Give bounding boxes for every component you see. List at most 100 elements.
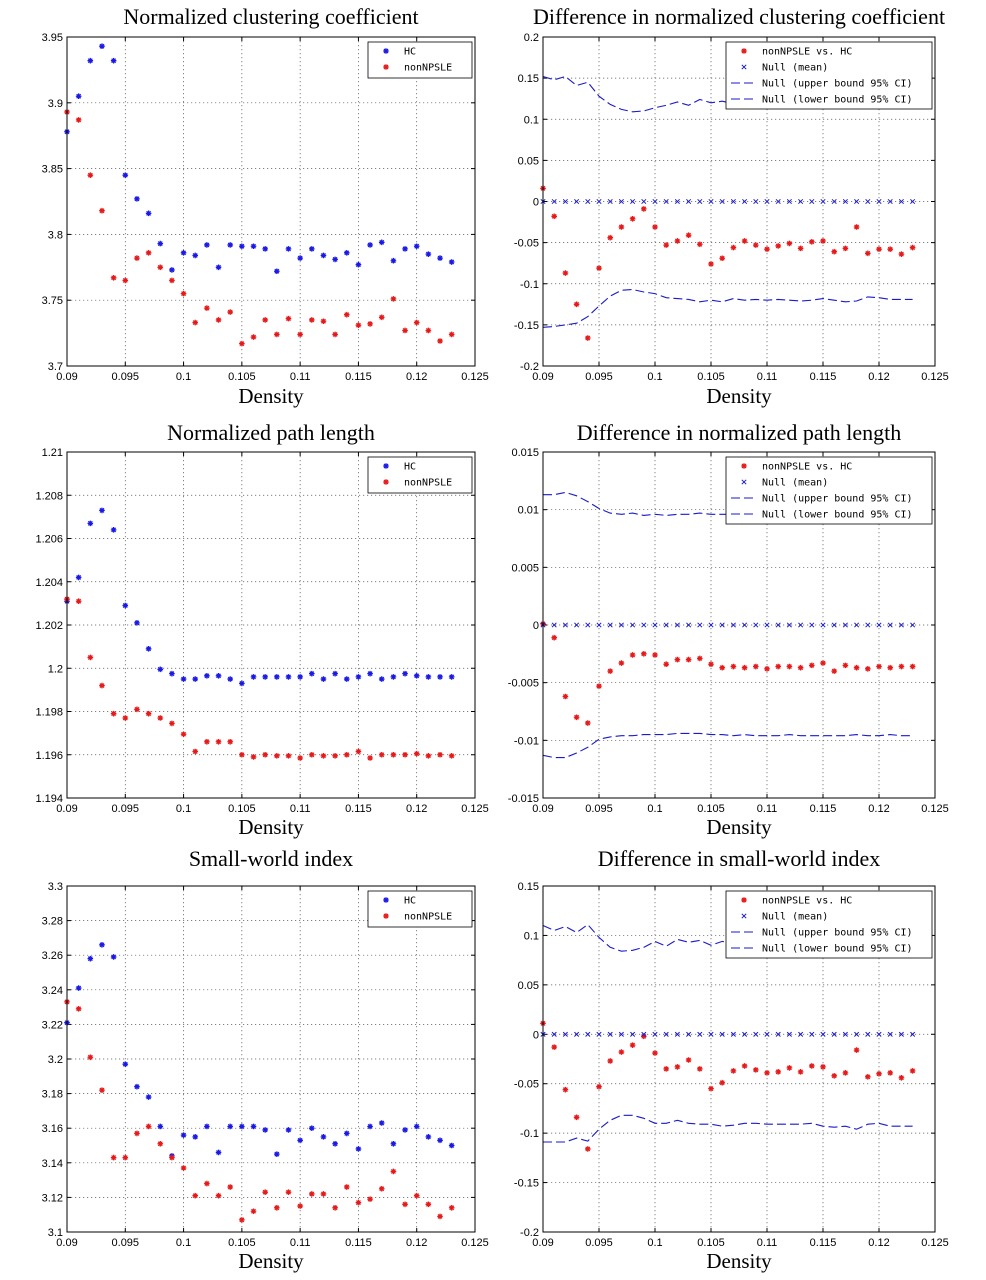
legend-label: Null (mean): [762, 478, 828, 489]
y-tick-label: 0: [533, 1029, 539, 1041]
data-point: [343, 676, 350, 682]
data-point: [110, 710, 117, 717]
y-tick-label: 0: [533, 620, 539, 632]
legend-marker: [741, 463, 747, 469]
data-point: [262, 751, 268, 758]
data-point: [719, 664, 725, 671]
legend-label: Null (upper bound 95% CI): [762, 79, 913, 90]
legend: HC nonNPSLE: [367, 890, 473, 928]
data-point: [764, 1031, 770, 1037]
x-tick-label: 0.09: [532, 371, 553, 383]
x-tick-label: 0.11: [757, 803, 778, 815]
data-point: [842, 662, 849, 669]
data-point: [652, 198, 658, 205]
data-point: [854, 198, 860, 205]
x-tick-label: 0.11: [290, 1237, 311, 1249]
chart-panel-4: 0.09 0.095 0.1 0.105 0.11 0.115 0.12 0.125 -0.01…: [508, 420, 949, 839]
series-nonnpsle-vs-hc: [540, 185, 916, 341]
data-point: [262, 1189, 268, 1196]
data-point: [227, 309, 233, 315]
data-point: [887, 246, 893, 253]
y-tick-label: -0.2: [520, 361, 539, 373]
y-tick-label: 0.05: [518, 980, 539, 992]
chart-title: Difference in normalized path length: [577, 420, 902, 445]
x-tick-label: 0.125: [461, 1237, 489, 1249]
data-point: [204, 673, 210, 679]
data-point: [629, 1042, 636, 1048]
data-point: [262, 246, 268, 252]
data-point: [786, 663, 793, 670]
x-tick-label: 0.105: [228, 371, 256, 383]
data-point: [343, 751, 350, 758]
data-point: [618, 1049, 625, 1055]
data-point: [448, 331, 455, 338]
data-point: [898, 1031, 904, 1037]
data-point: [764, 198, 770, 205]
data-point: [134, 1130, 140, 1137]
legend-label: nonNPSLE: [404, 63, 452, 74]
data-point: [122, 1061, 129, 1067]
data-point: [250, 1123, 257, 1130]
data-point: [215, 317, 222, 323]
data-point: [87, 654, 94, 661]
data-point: [192, 1192, 199, 1199]
data-point: [809, 662, 815, 669]
data-point: [842, 1070, 849, 1076]
data-point: [629, 652, 636, 658]
data-point: [99, 207, 105, 214]
data-point: [607, 668, 613, 674]
data-point: [775, 663, 781, 670]
data-point: [425, 1134, 432, 1140]
y-tick-label: 3.9: [48, 98, 63, 110]
data-point: [250, 754, 257, 760]
data-point: [332, 753, 338, 759]
data-point: [297, 1137, 303, 1144]
data-point: [798, 622, 804, 628]
y-tick-label: 0: [533, 197, 539, 209]
data-point: [227, 676, 233, 682]
data-point: [274, 1151, 280, 1157]
data-point: [697, 655, 703, 662]
axes-frame: [542, 885, 936, 1233]
data-point: [809, 1063, 815, 1069]
data-point: [250, 334, 257, 340]
data-point: [157, 1140, 164, 1147]
data-point: [708, 1031, 714, 1037]
data-point: [134, 620, 140, 626]
y-tick-label: 3.95: [42, 32, 63, 44]
data-point: [99, 1087, 105, 1093]
data-point: [574, 198, 580, 205]
y-tick-label: 0.05: [518, 155, 539, 167]
data-point: [75, 574, 82, 581]
data-point: [192, 1134, 199, 1140]
data-point: [630, 622, 636, 628]
data-point: [641, 651, 647, 657]
y-tick-label: 3.12: [42, 1192, 63, 1204]
x-tick-label: 0.115: [810, 371, 837, 383]
legend-label: Null (lower bound 95% CI): [762, 510, 913, 521]
axes-frame: [542, 36, 936, 367]
legend-marker: [383, 48, 389, 54]
data-point: [367, 755, 373, 761]
data-point: [618, 224, 625, 230]
legend-marker: [383, 463, 389, 469]
data-point: [87, 955, 94, 962]
data-point: [596, 198, 602, 205]
data-point: [663, 198, 669, 205]
legend: HC nonNPSLE: [367, 456, 473, 494]
x-tick-label: 0.105: [697, 1237, 725, 1249]
y-tick-label: 1.206: [35, 534, 63, 546]
data-point: [741, 238, 748, 244]
data-point: [425, 251, 432, 257]
data-point: [697, 1031, 703, 1037]
data-point: [686, 622, 692, 628]
data-point: [652, 1031, 658, 1037]
data-point: [865, 622, 871, 628]
data-point: [145, 250, 152, 256]
data-point: [425, 327, 432, 334]
data-point: [99, 507, 105, 514]
data-point: [574, 1031, 580, 1037]
data-point: [402, 246, 408, 252]
x-tick-label: 0.1: [176, 371, 191, 383]
y-tick-label: 3.1: [48, 1227, 63, 1239]
